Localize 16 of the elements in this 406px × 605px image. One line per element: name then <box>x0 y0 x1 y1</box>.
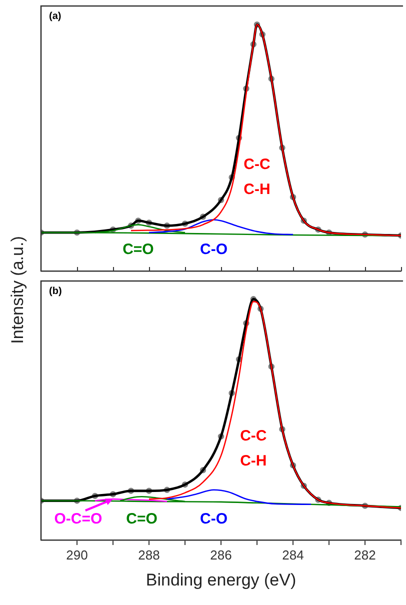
legend-label: O-C=O <box>54 510 102 528</box>
y-axis-title: Intensity (a.u.) <box>8 236 28 344</box>
x-tick-label: 284 <box>282 547 304 562</box>
x-tick-label: 282 <box>354 547 376 562</box>
x-tick-label: 288 <box>138 547 160 562</box>
chart-title: (b) <box>49 286 62 297</box>
series-label: C=O <box>122 241 154 258</box>
series-label: C-C C-H <box>244 156 270 198</box>
x-tick-label: 290 <box>66 547 88 562</box>
series-label: C=O <box>126 510 158 528</box>
chart-title: (a) <box>49 10 62 22</box>
x-axis-title: Binding energy (eV) <box>146 570 296 590</box>
series-label: C-O <box>200 241 228 258</box>
series-label: C-O <box>200 510 228 528</box>
x-tick-label: 286 <box>210 547 232 562</box>
series-label: C-C C-H <box>240 428 267 470</box>
